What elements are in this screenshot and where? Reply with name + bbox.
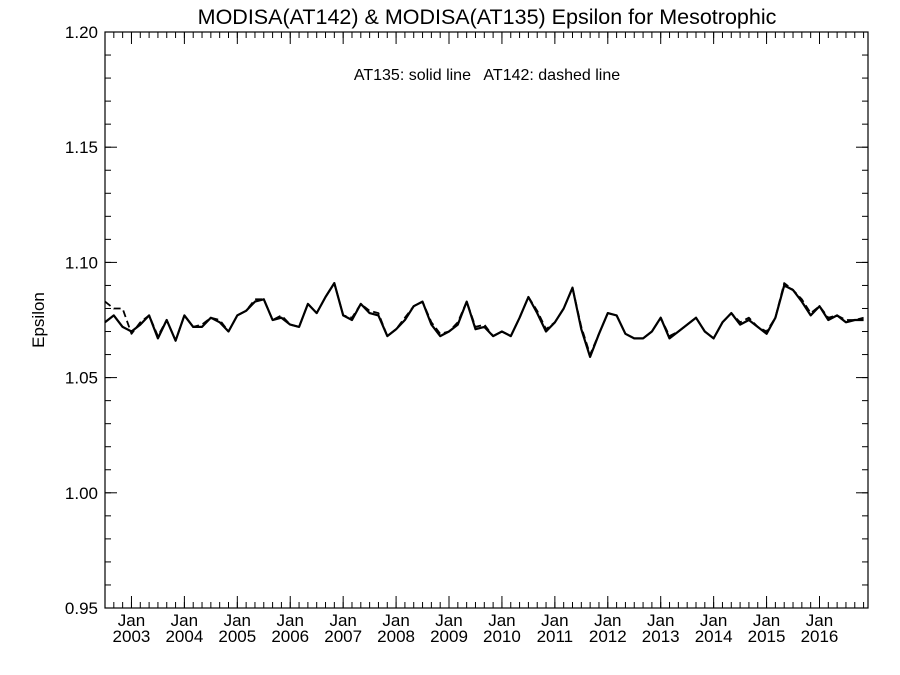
x-tick-label-month: Jan [329,611,356,630]
x-tick-label-year: 2004 [165,627,203,646]
y-tick-label: 1.05 [65,369,98,388]
plot-frame [104,31,869,609]
axis-ticks [104,31,868,609]
y-tick-label: 1.10 [65,253,98,272]
x-tick-label-month: Jan [647,611,674,630]
y-tick-label: 1.15 [65,138,98,157]
x-tick-label-month: Jan [171,611,198,630]
chart-title: MODISA(AT142) & MODISA(AT135) Epsilon fo… [198,5,777,29]
x-tick-label-month: Jan [753,611,780,630]
x-tick-label-month: Jan [594,611,621,630]
x-tick-label-year: 2011 [537,627,574,646]
x-tick-label-month: Jan [700,611,727,630]
x-tick-label-month: Jan [541,611,568,630]
x-tick-label-year: 2008 [377,627,415,646]
x-tick-label-month: Jan [382,611,409,630]
x-tick-label-year: 2016 [801,627,839,646]
x-tick-label-month: Jan [806,611,833,630]
y-tick-label: 0.95 [65,599,98,618]
x-tick-label-year: 2007 [324,627,362,646]
x-tick-label-year: 2010 [483,627,521,646]
series-annotation: AT135: solid line AT142: dashed line [354,67,620,84]
x-tick-label-month: Jan [224,611,251,630]
x-tick-label-month: Jan [435,611,462,630]
x-tick-label-year: 2009 [430,627,468,646]
x-tick-label-year: 2014 [695,627,733,646]
x-tick-label-year: 2015 [748,627,786,646]
y-tick-label: 1.00 [65,484,98,503]
series-line-dashed [104,282,864,356]
x-tick-label-month: Jan [488,611,515,630]
axis-tick-labels: 0.951.001.051.101.151.20Jan2003Jan2004Ja… [65,23,838,646]
x-tick-label-year: 2003 [113,627,151,646]
series-line-solid [104,282,864,358]
x-tick-label-year: 2012 [589,627,627,646]
series-layer [104,282,864,358]
x-tick-label-month: Jan [118,611,145,630]
y-tick-label: 1.20 [65,23,98,42]
x-tick-label-year: 2006 [271,627,309,646]
x-tick-label-month: Jan [277,611,304,630]
y-axis-label: Epsilon [29,292,48,348]
x-tick-label-year: 2005 [218,627,256,646]
x-tick-label-year: 2013 [642,627,680,646]
